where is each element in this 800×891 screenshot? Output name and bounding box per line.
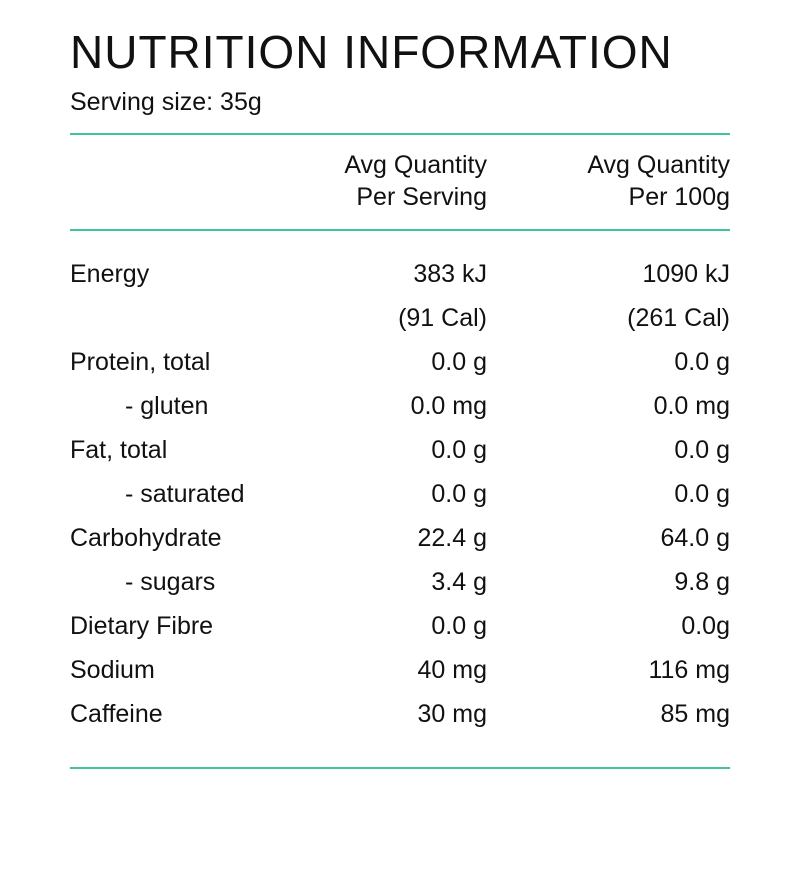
table-row: - gluten 0.0 mg 0.0 mg — [70, 385, 730, 429]
table-row: Fat, total 0.0 g 0.0 g — [70, 429, 730, 473]
per-serving-value: 3.4 g — [431, 568, 487, 597]
nutrient-label: - saturated — [125, 480, 245, 509]
per-100g-value: 0.0g — [681, 612, 730, 641]
nutrient-label: - sugars — [125, 568, 216, 597]
divider-bottom — [70, 766, 730, 769]
per-100g-value: 0.0 g — [674, 348, 730, 377]
nutrient-label: Caffeine — [70, 700, 163, 729]
per-serving-value: 0.0 g — [431, 348, 487, 377]
nutrient-label: Dietary Fibre — [70, 612, 214, 641]
nutrient-label: Fat, total — [70, 436, 168, 465]
per-serving-value: 30 mg — [417, 700, 487, 729]
per-100g-value: 0.0 g — [674, 480, 730, 509]
per-serving-value: 0.0 mg — [410, 392, 487, 421]
table-row: Energy 383 kJ 1090 kJ — [70, 253, 730, 297]
per-100g-value: 9.8 g — [674, 568, 730, 597]
per-serving-value: 383 kJ — [413, 260, 487, 289]
nutrient-label: Carbohydrate — [70, 524, 222, 553]
per-serving-value: 40 mg — [417, 656, 487, 685]
table-row: - sugars 3.4 g 9.8 g — [70, 561, 730, 605]
per-100g-value: 0.0 mg — [653, 392, 730, 421]
nutrient-label: Sodium — [70, 656, 155, 685]
table-row: Dietary Fibre 0.0 g 0.0g — [70, 605, 730, 649]
per-serving-value: 0.0 g — [431, 480, 487, 509]
per-serving-value: 0.0 g — [431, 436, 487, 465]
table-row: Carbohydrate 22.4 g 64.0 g — [70, 517, 730, 561]
serving-size-text: Serving size: 35g — [70, 87, 262, 116]
per-serving-value: 22.4 g — [417, 524, 487, 553]
divider-header — [70, 228, 730, 231]
table-row: Protein, total 0.0 g 0.0 g — [70, 341, 730, 385]
page-title: NUTRITION INFORMATION — [70, 26, 673, 78]
per-100g-value: 85 mg — [660, 700, 730, 729]
nutrient-label: Energy — [70, 260, 150, 289]
per-100g-value: 64.0 g — [660, 524, 730, 553]
table-row: (91 Cal) (261 Cal) — [70, 297, 730, 341]
nutrient-label: - gluten — [125, 392, 209, 421]
per-100g-value: (261 Cal) — [627, 304, 730, 333]
per-100g-value: 1090 kJ — [642, 260, 730, 289]
nutrient-table-body: Energy 383 kJ 1090 kJ (91 Cal) (261 Cal)… — [70, 253, 730, 737]
table-header-row: Avg Quantity Per Serving Avg Quantity Pe… — [70, 149, 730, 213]
nutrient-label: Protein, total — [70, 348, 211, 377]
per-100g-value: 116 mg — [648, 656, 730, 685]
divider-top — [70, 132, 730, 135]
per-100g-value: 0.0 g — [674, 436, 730, 465]
table-row: Caffeine 30 mg 85 mg — [70, 693, 730, 737]
per-serving-value: 0.0 g — [431, 612, 487, 641]
header-per-100g: Avg Quantity Per 100g — [587, 150, 730, 211]
per-serving-value: (91 Cal) — [398, 304, 487, 333]
table-row: - saturated 0.0 g 0.0 g — [70, 473, 730, 517]
table-row: Sodium 40 mg 116 mg — [70, 649, 730, 693]
header-per-serving: Avg Quantity Per Serving — [344, 150, 487, 211]
